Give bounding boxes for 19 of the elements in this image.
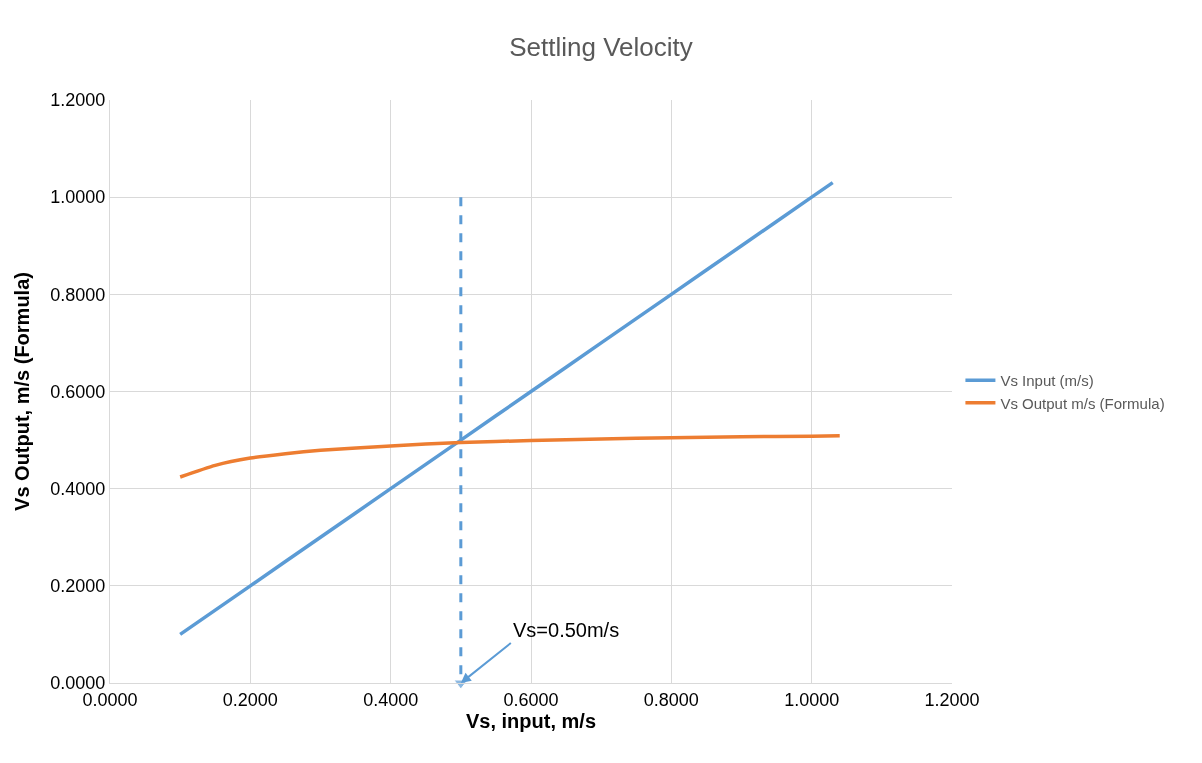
x-axis-title: Vs, input, m/s (465, 709, 597, 732)
x-tick-label: 0.4000 (363, 689, 419, 710)
y-tick-label: 1.2000 (50, 90, 106, 111)
x-tick-label: 0.8000 (643, 689, 699, 710)
x-tick-label: 0.2000 (222, 689, 278, 710)
y-tick-label: 0.2000 (50, 576, 106, 597)
y-tick-label: 0.8000 (50, 284, 106, 305)
x-tick-label: 1.0000 (784, 689, 840, 710)
annotation: Vs=0.50m/s (513, 619, 620, 641)
y-axis-title: Vs Output, m/s (Formula) (10, 272, 33, 511)
legend-label: Vs Input (m/s) (1000, 372, 1094, 390)
x-tick-label: 0.6000 (503, 689, 559, 710)
chart-title: Settling Velocity (509, 32, 693, 63)
legend-label: Vs Output m/s (Formula) (1000, 394, 1165, 412)
x-tick-label: 1.2000 (924, 689, 980, 710)
y-tick-label: 0.6000 (50, 381, 106, 402)
y-tick-label: 1.0000 (50, 187, 106, 208)
line-series (178, 433, 842, 479)
y-tick-label: 0.4000 (50, 478, 106, 499)
